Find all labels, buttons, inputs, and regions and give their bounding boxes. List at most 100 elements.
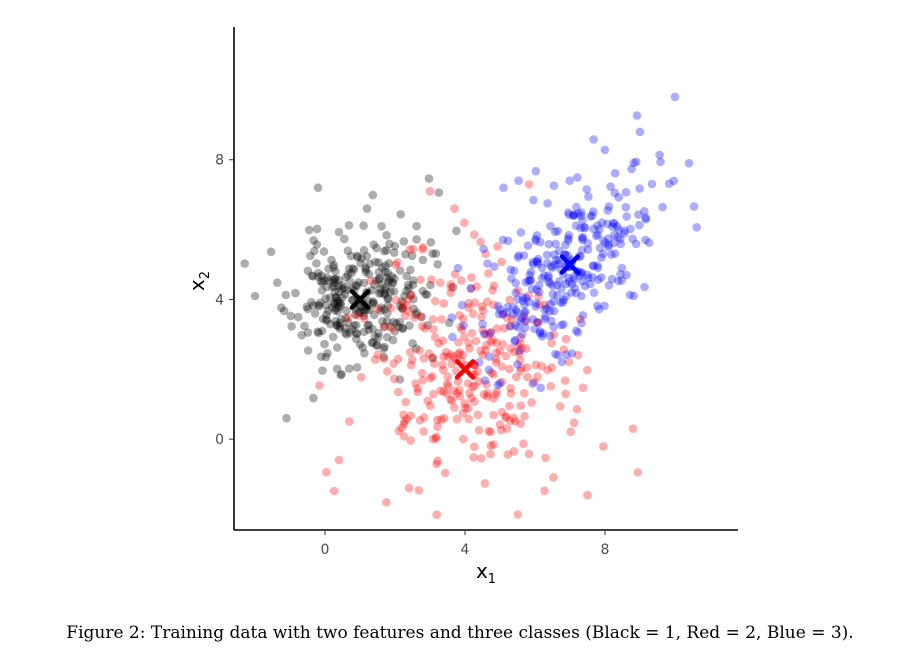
point-black	[408, 280, 418, 290]
point-blue	[551, 239, 560, 249]
point-black	[382, 332, 392, 342]
point-black	[337, 369, 346, 379]
point-black	[359, 308, 368, 317]
point-blue	[453, 263, 463, 273]
point-red	[481, 345, 490, 355]
point-blue	[625, 290, 635, 300]
point-red	[460, 399, 469, 408]
point-black	[384, 259, 394, 268]
point-blue	[577, 291, 586, 301]
point-black	[387, 272, 397, 281]
point-red	[572, 404, 582, 414]
point-red	[501, 412, 511, 421]
point-red	[379, 354, 389, 364]
point-black	[392, 319, 401, 328]
point-red	[400, 416, 409, 426]
point-red	[455, 348, 464, 357]
point-red	[540, 300, 550, 310]
point-blue	[588, 261, 598, 271]
point-blue	[511, 288, 520, 298]
point-black	[380, 290, 389, 299]
point-red	[492, 338, 501, 348]
point-red	[497, 377, 507, 387]
point-blue	[532, 285, 541, 294]
point-blue	[593, 301, 602, 311]
point-black	[347, 268, 356, 278]
point-red	[382, 498, 391, 507]
point-black	[359, 311, 369, 321]
point-blue	[553, 350, 563, 360]
point-blue	[486, 328, 495, 338]
point-black	[376, 306, 386, 315]
point-red	[496, 425, 506, 435]
point-black	[403, 280, 413, 290]
point-red	[387, 324, 397, 333]
point-red	[474, 425, 484, 435]
point-black	[330, 299, 340, 308]
point-black	[362, 204, 372, 213]
point-black	[382, 273, 391, 282]
point-black	[377, 222, 386, 231]
point-blue	[544, 277, 554, 287]
point-blue	[516, 228, 526, 237]
point-black	[318, 314, 328, 324]
point-blue	[561, 279, 571, 289]
point-blue	[610, 230, 619, 240]
point-blue	[593, 263, 603, 273]
point-black	[313, 183, 323, 192]
x-tick-label: 0	[321, 542, 330, 558]
point-black	[412, 221, 421, 231]
point-red	[459, 314, 468, 323]
point-blue	[635, 127, 645, 137]
point-black	[375, 284, 385, 294]
point-blue	[603, 219, 612, 229]
point-blue	[533, 318, 543, 328]
point-blue	[537, 332, 547, 341]
point-blue	[577, 233, 587, 243]
point-blue	[493, 380, 503, 390]
point-blue	[539, 271, 549, 280]
point-red	[484, 269, 493, 278]
point-red	[524, 449, 534, 459]
point-red	[501, 351, 511, 361]
point-blue	[545, 331, 555, 341]
point-red	[419, 413, 429, 422]
point-black	[323, 348, 332, 358]
point-blue	[597, 273, 606, 282]
point-blue	[583, 245, 593, 254]
point-blue	[537, 263, 547, 273]
centroid-red-marker	[454, 359, 476, 380]
point-blue	[589, 224, 598, 234]
point-black	[359, 246, 369, 255]
point-blue	[543, 199, 552, 208]
point-red	[380, 322, 389, 331]
point-red	[468, 382, 477, 391]
point-blue	[614, 225, 624, 235]
point-black	[342, 330, 352, 339]
point-red	[418, 243, 428, 252]
point-blue	[644, 238, 654, 247]
point-black	[372, 243, 381, 253]
point-black	[319, 247, 329, 256]
point-red	[520, 411, 529, 421]
point-blue	[670, 92, 680, 102]
point-black	[308, 272, 318, 281]
point-black	[322, 300, 331, 310]
point-red	[521, 344, 531, 353]
point-black	[379, 344, 389, 353]
point-blue	[622, 212, 631, 221]
point-black	[394, 322, 404, 332]
point-red	[488, 286, 497, 295]
point-black	[375, 273, 384, 283]
point-blue	[617, 263, 627, 273]
point-black	[337, 281, 347, 290]
point-black	[452, 226, 461, 236]
point-black	[332, 320, 342, 330]
point-black	[333, 307, 343, 316]
point-blue	[658, 202, 667, 212]
point-blue	[553, 226, 563, 236]
point-red	[429, 325, 438, 334]
point-black	[401, 250, 410, 259]
point-black	[309, 236, 318, 245]
point-blue	[622, 270, 631, 280]
